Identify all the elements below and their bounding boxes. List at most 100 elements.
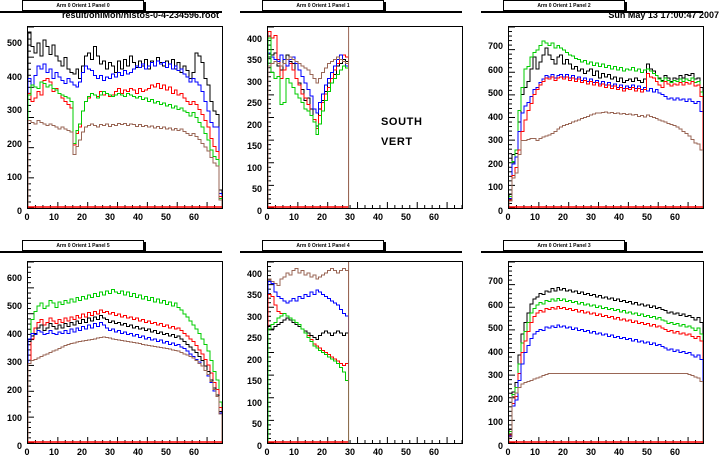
x-tick-5-0: 0: [24, 447, 30, 457]
y-tick-4-2: 100: [246, 398, 262, 408]
histogram-series-green: [268, 37, 350, 208]
x-tick-2-0: 0: [505, 212, 511, 222]
y-tick-5-3: 300: [6, 357, 22, 367]
y-tick-1-0: 0: [256, 206, 262, 216]
y-tick-0-2: 200: [6, 139, 22, 149]
y-tick-5-5: 500: [6, 301, 22, 311]
x-tick-2-3: 30: [585, 212, 596, 222]
panel-arm0-orient1-panel3[interactable]: Arm 0 Orient 1 Panel 3 0 100 200 300 400…: [481, 235, 721, 469]
panel-arm0-orient1-panel1[interactable]: Arm 0 Orient 1 Panel 1 0 50 100 150 200 …: [240, 0, 480, 234]
x-tick-1-6: 60: [428, 212, 439, 222]
histogram-series-green: [28, 81, 222, 208]
annotation-detector-side: SOUTH: [381, 116, 423, 128]
histogram-series-black: [509, 287, 703, 443]
x-tick-4-0: 0: [264, 447, 270, 457]
histogram-canvas-1: [268, 27, 462, 208]
y-tick-4-0: 0: [256, 441, 262, 451]
x-tick-2-5: 50: [641, 212, 652, 222]
series-group-4: [268, 262, 462, 443]
y-tick-2-2: 200: [487, 159, 503, 169]
y-tick-4-3: 150: [246, 376, 262, 386]
canvas-date-stamp: Sun May 13 17:00:47 2007: [608, 10, 719, 20]
histogram-series-brown: [268, 56, 350, 208]
histogram-series-black: [509, 47, 703, 208]
histogram-series-green: [509, 40, 703, 208]
y-tick-0-0: 0: [16, 206, 22, 216]
x-tick-4-1: 10: [288, 447, 299, 457]
canvas-title: result/onlMon/histos-0-4-234596.root: [62, 10, 220, 20]
y-tick-3-3: 300: [487, 370, 503, 380]
panel-tab-3[interactable]: Arm 0 Orient 1 Panel 3: [503, 240, 625, 251]
x-tick-1-2: 20: [316, 212, 327, 222]
x-tick-3-3: 30: [585, 447, 596, 457]
y-tick-3-4: 400: [487, 347, 503, 357]
histogram-series-blue: [268, 52, 350, 208]
y-tick-1-1: 50: [251, 184, 262, 194]
histogram-canvas-3: [509, 262, 703, 443]
y-tick-2-0: 0: [497, 206, 503, 216]
y-tick-5-2: 200: [6, 385, 22, 395]
histogram-series-red: [28, 309, 222, 443]
x-tick-3-4: 40: [613, 447, 624, 457]
panel-tab-5[interactable]: Arm 0 Orient 1 Panel 5: [22, 240, 144, 251]
x-tick-3-6: 60: [669, 447, 680, 457]
histogram-series-blue: [509, 74, 703, 208]
x-tick-5-5: 50: [160, 447, 171, 457]
panel-arm0-orient1-panel2[interactable]: Arm 0 Orient 1 Panel 2 Sun May 13 17:00:…: [481, 0, 721, 234]
panel-arm0-orient1-panel4[interactable]: Arm 0 Orient 1 Panel 4 0 50 100 150 200 …: [240, 235, 480, 469]
series-group-0: [28, 27, 222, 208]
panel-arm0-orient1-panel0[interactable]: Arm 0 Orient 1 Panel 0 result/onlMon/his…: [0, 0, 240, 234]
y-tick-1-6: 300: [246, 77, 262, 87]
plot-frame-5: [27, 261, 223, 444]
panel-tab-0[interactable]: Arm 0 Orient 1 Panel 0: [22, 0, 144, 11]
plot-frame-3: [508, 261, 704, 444]
panel-tab-4[interactable]: Arm 0 Orient 1 Panel 4: [262, 240, 384, 251]
y-tick-0-1: 100: [6, 172, 22, 182]
y-tick-1-4: 200: [246, 120, 262, 130]
series-group-5: [28, 262, 222, 443]
x-tick-4-6: 60: [428, 447, 439, 457]
y-tick-0-5: 500: [6, 38, 22, 48]
panel-tab-1[interactable]: Arm 0 Orient 1 Panel 1: [262, 0, 384, 11]
series-group-1: [268, 27, 462, 208]
panel-tab-3-label: Arm 0 Orient 1 Panel 3: [537, 242, 591, 249]
x-tick-2-4: 40: [613, 212, 624, 222]
x-tick-4-4: 40: [372, 447, 383, 457]
x-tick-1-1: 10: [288, 212, 299, 222]
y-tick-1-7: 350: [246, 55, 262, 65]
plot-frame-1: [267, 26, 463, 209]
x-tick-1-4: 40: [372, 212, 383, 222]
y-tick-4-8: 400: [246, 269, 262, 279]
histogram-canvas-2: [509, 27, 703, 208]
histogram-series-blue: [268, 280, 350, 443]
histogram-series-brown: [509, 372, 703, 443]
y-tick-0-4: 400: [6, 72, 22, 82]
histogram-series-green: [28, 288, 222, 443]
x-tick-2-2: 20: [557, 212, 568, 222]
panel-tab-2[interactable]: Arm 0 Orient 1 Panel 2: [503, 0, 625, 11]
y-tick-2-1: 100: [487, 182, 503, 192]
x-tick-1-5: 50: [400, 212, 411, 222]
x-tick-0-2: 20: [76, 212, 87, 222]
x-tick-3-5: 50: [641, 447, 652, 457]
panel-arm0-orient1-panel5[interactable]: Arm 0 Orient 1 Panel 5 0 100 200 300 400…: [0, 235, 240, 469]
y-tick-3-7: 700: [487, 276, 503, 286]
x-tick-0-6: 60: [188, 212, 199, 222]
x-tick-1-0: 0: [264, 212, 270, 222]
x-tick-5-6: 60: [188, 447, 199, 457]
histogram-series-brown: [268, 267, 350, 443]
y-tick-3-1: 100: [487, 417, 503, 427]
plot-frame-2: [508, 26, 704, 209]
annotation-detector-orientation: VERT: [381, 136, 413, 148]
x-tick-4-2: 20: [316, 447, 327, 457]
y-tick-3-5: 500: [487, 323, 503, 333]
y-tick-2-3: 300: [487, 135, 503, 145]
x-tick-0-0: 0: [24, 212, 30, 222]
y-tick-5-6: 600: [6, 273, 22, 283]
histogram-canvas-5: [28, 262, 222, 443]
x-tick-4-5: 50: [400, 447, 411, 457]
y-tick-1-3: 150: [246, 141, 262, 151]
plot-frame-4: [267, 261, 463, 444]
series-group-3: [509, 262, 703, 443]
x-tick-0-4: 40: [132, 212, 143, 222]
